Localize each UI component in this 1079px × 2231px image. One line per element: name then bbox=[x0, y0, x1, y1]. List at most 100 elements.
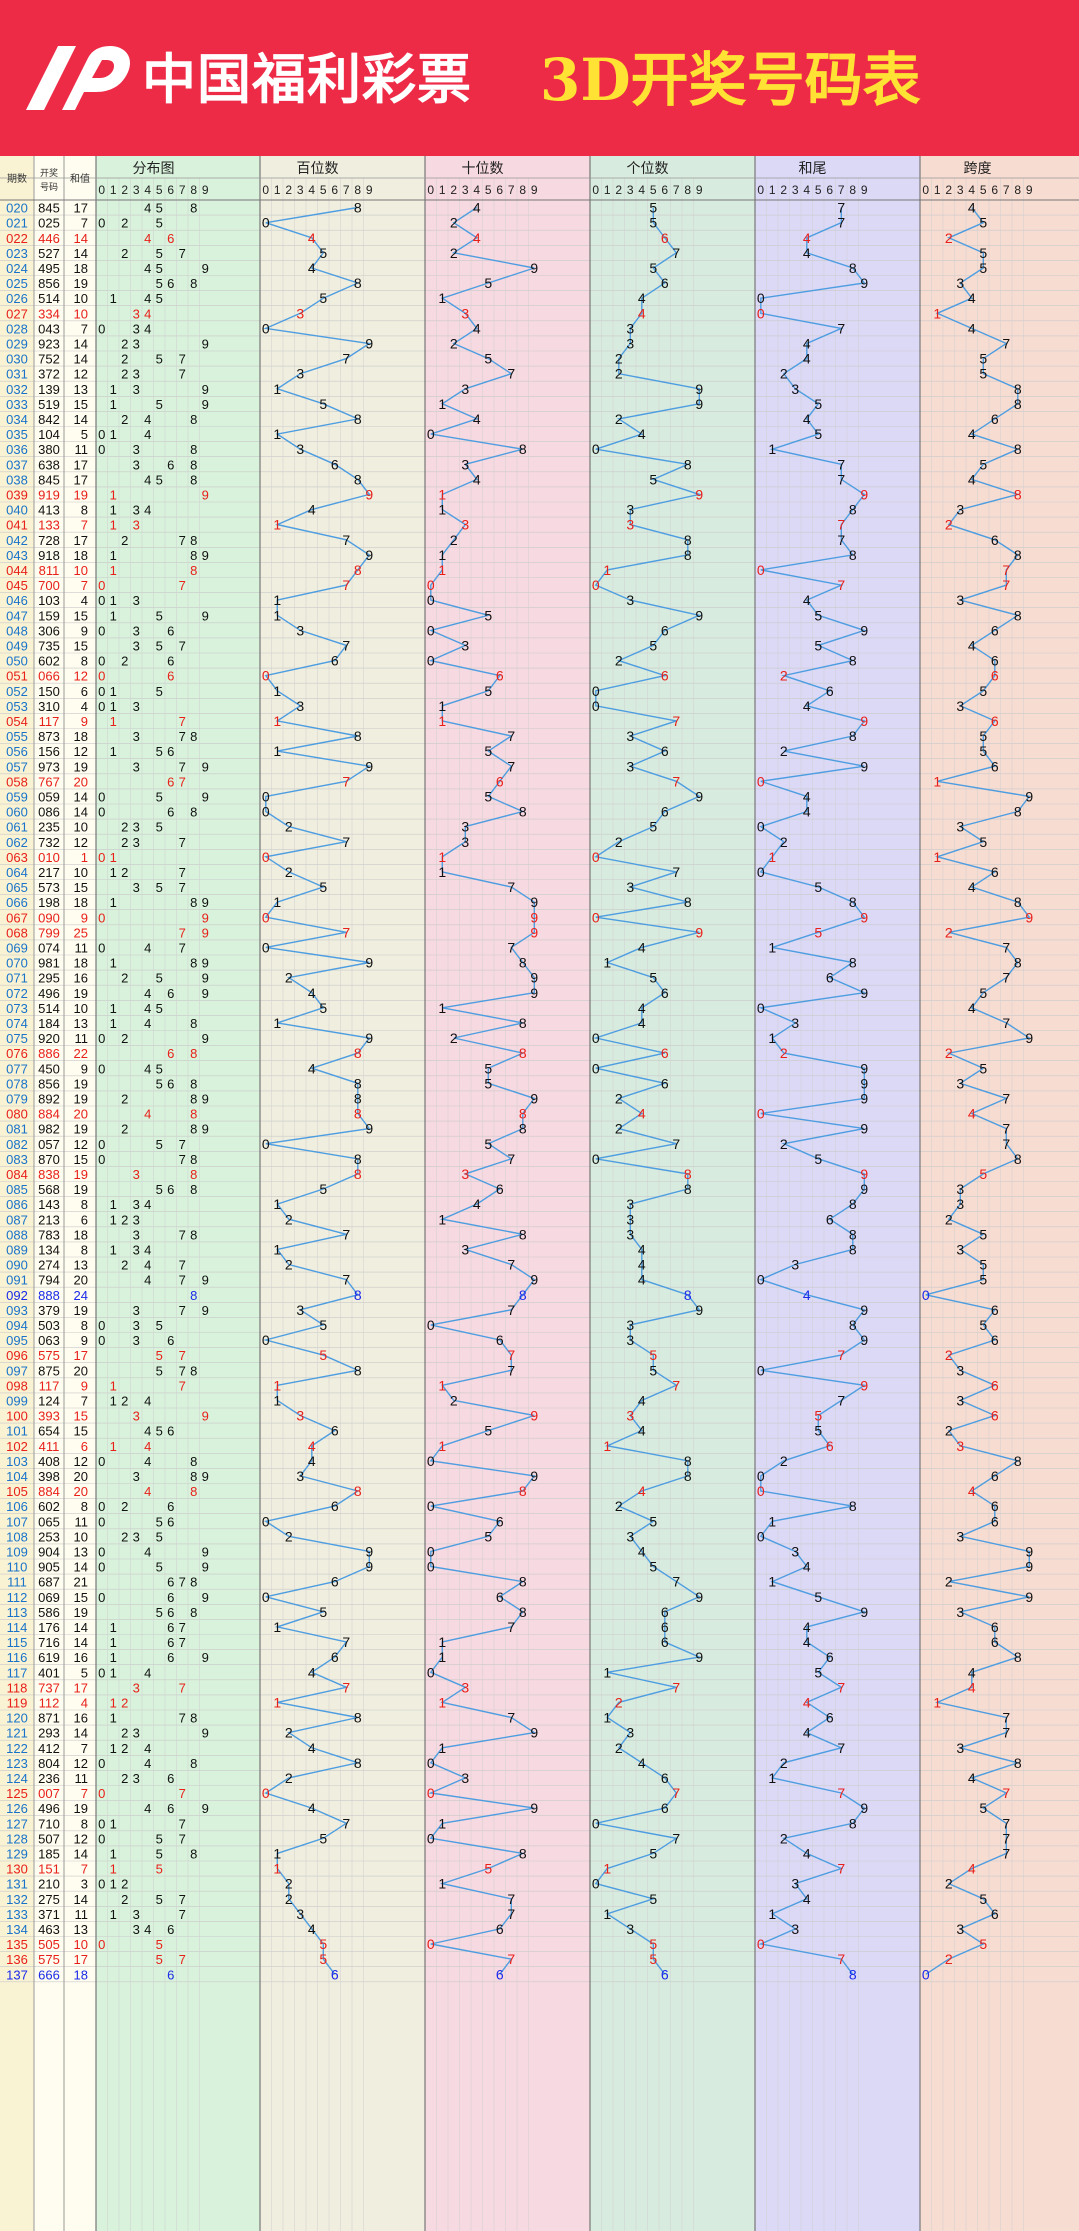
distribution-mark: 2 bbox=[121, 1877, 128, 1892]
trend-digit: 9 bbox=[365, 758, 373, 774]
trend-digit: 8 bbox=[519, 1045, 527, 1061]
table-row-number: 159 bbox=[38, 608, 60, 623]
distribution-mark: 2 bbox=[121, 1031, 128, 1046]
distribution-mark: 2 bbox=[121, 352, 128, 367]
table-row-period: 074 bbox=[6, 1016, 28, 1031]
table-row-sum: 8 bbox=[81, 1816, 88, 1831]
trend-digit: 9 bbox=[530, 985, 538, 1001]
trend-digit: 4 bbox=[308, 1438, 316, 1454]
trend-digit: 1 bbox=[438, 864, 446, 880]
distribution-mark: 0 bbox=[98, 593, 105, 608]
table-row-sum: 4 bbox=[81, 593, 88, 608]
trend-digit: 4 bbox=[968, 320, 976, 336]
trend-digit: 7 bbox=[342, 577, 350, 593]
table-row-number: 450 bbox=[38, 1061, 60, 1076]
digit-header: 4 bbox=[803, 183, 810, 197]
table-row-period: 046 bbox=[6, 593, 28, 608]
distribution-mark: 9 bbox=[202, 1544, 209, 1559]
table-row-sum: 20 bbox=[74, 774, 88, 789]
distribution-mark: 5 bbox=[156, 638, 163, 653]
trend-digit: 2 bbox=[780, 743, 788, 759]
trend-digit: 3 bbox=[956, 1241, 964, 1257]
table-row-sum: 14 bbox=[74, 352, 88, 367]
distribution-mark: 3 bbox=[133, 503, 140, 518]
distribution-mark: 7 bbox=[179, 1258, 186, 1273]
trend-digit: 1 bbox=[438, 290, 446, 306]
table-row-period: 114 bbox=[7, 1620, 28, 1635]
distribution-mark: 3 bbox=[133, 457, 140, 472]
trend-digit: 2 bbox=[285, 1770, 293, 1786]
trend-digit: 4 bbox=[803, 245, 811, 261]
distribution-mark: 1 bbox=[110, 1862, 117, 1877]
trend-digit: 5 bbox=[484, 1136, 492, 1152]
trend-digit: 1 bbox=[438, 396, 446, 412]
distribution-mark: 0 bbox=[98, 321, 105, 336]
table-row-sum: 10 bbox=[74, 563, 88, 578]
trend-digit: 7 bbox=[837, 215, 845, 231]
trend-digit: 8 bbox=[684, 1468, 692, 1484]
distribution-mark: 8 bbox=[190, 548, 197, 563]
table-row-number: 884 bbox=[38, 1484, 60, 1499]
digit-header: 0 bbox=[98, 183, 105, 197]
digit-header: 9 bbox=[861, 183, 868, 197]
trend-digit: 7 bbox=[507, 1151, 515, 1167]
distribution-mark: 3 bbox=[133, 729, 140, 744]
trend-digit: 2 bbox=[450, 335, 458, 351]
trend-digit: 6 bbox=[991, 668, 999, 684]
distribution-mark: 0 bbox=[98, 1786, 105, 1801]
table-row-number: 274 bbox=[38, 1258, 60, 1273]
distribution-mark: 1 bbox=[110, 1197, 117, 1212]
distribution-mark: 3 bbox=[133, 321, 140, 336]
table-row-number: 728 bbox=[38, 533, 60, 548]
trend-digit: 5 bbox=[319, 1604, 327, 1620]
section-header: 和尾 bbox=[799, 160, 827, 176]
distribution-mark: 3 bbox=[133, 1212, 140, 1227]
trend-digit: 5 bbox=[319, 1347, 327, 1363]
table-row-sum: 12 bbox=[74, 1137, 88, 1152]
table-row-sum: 14 bbox=[74, 1560, 88, 1575]
digit-header: 2 bbox=[450, 183, 457, 197]
trend-digit: 2 bbox=[945, 230, 953, 246]
distribution-mark: 3 bbox=[133, 1303, 140, 1318]
distribution-mark: 9 bbox=[202, 487, 209, 502]
trend-digit: 5 bbox=[649, 1845, 657, 1861]
table-row-period: 081 bbox=[6, 1122, 28, 1137]
digit-header: 8 bbox=[354, 183, 361, 197]
trend-digit: 5 bbox=[649, 970, 657, 986]
table-row-sum: 11 bbox=[75, 1031, 89, 1046]
trend-digit: 2 bbox=[450, 1030, 458, 1046]
trend-digit: 5 bbox=[979, 728, 987, 744]
trend-digit: 1 bbox=[438, 1815, 446, 1831]
trend-digit: 5 bbox=[979, 985, 987, 1001]
table-row-sum: 7 bbox=[81, 518, 88, 533]
distribution-mark: 9 bbox=[202, 1560, 209, 1575]
table-row-period: 091 bbox=[6, 1273, 28, 1288]
trend-digit: 4 bbox=[638, 1000, 646, 1016]
distribution-mark: 6 bbox=[167, 1605, 174, 1620]
table-row-period: 066 bbox=[6, 895, 28, 910]
table-row-period: 059 bbox=[6, 789, 28, 804]
table-row-number: 735 bbox=[38, 638, 60, 653]
distribution-mark: 3 bbox=[133, 880, 140, 895]
trend-digit: 7 bbox=[837, 456, 845, 472]
trend-digit: 6 bbox=[826, 1710, 834, 1726]
trend-digit: 6 bbox=[496, 1513, 504, 1529]
distribution-mark: 8 bbox=[190, 412, 197, 427]
table-row-number: 873 bbox=[38, 729, 60, 744]
table-row-sum: 22 bbox=[74, 1046, 88, 1061]
distribution-mark: 0 bbox=[98, 669, 105, 684]
table-row-period: 119 bbox=[7, 1695, 28, 1710]
trend-digit: 8 bbox=[519, 1015, 527, 1031]
distribution-mark: 5 bbox=[156, 1952, 163, 1967]
table-row-sum: 18 bbox=[74, 895, 88, 910]
distribution-mark: 0 bbox=[98, 1152, 105, 1167]
distribution-mark: 3 bbox=[133, 1680, 140, 1695]
table-row-period: 054 bbox=[6, 714, 28, 729]
trend-digit: 5 bbox=[979, 1936, 987, 1952]
table-row-period: 121 bbox=[6, 1726, 28, 1741]
distribution-mark: 9 bbox=[202, 956, 209, 971]
table-row-number: 575 bbox=[38, 1348, 60, 1363]
distribution-mark: 3 bbox=[133, 1167, 140, 1182]
distribution-mark: 3 bbox=[133, 1726, 140, 1741]
trend-digit: 5 bbox=[319, 1317, 327, 1333]
